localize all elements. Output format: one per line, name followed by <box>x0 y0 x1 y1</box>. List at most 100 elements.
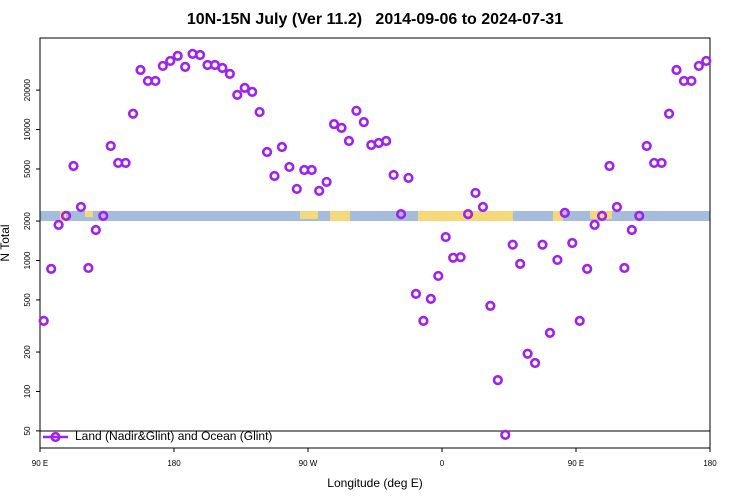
y-tick-label: 10000 <box>23 118 32 141</box>
data-point <box>388 169 399 181</box>
data-point <box>552 254 563 266</box>
data-point <box>60 210 72 222</box>
data-point <box>544 327 556 338</box>
data-point <box>336 122 347 133</box>
data-point <box>433 270 444 282</box>
data-point <box>232 89 243 100</box>
data-point <box>425 293 436 305</box>
data-point <box>38 315 49 326</box>
data-point <box>254 106 265 118</box>
data-point <box>194 49 206 61</box>
data-point <box>582 263 593 274</box>
data-point <box>68 160 79 172</box>
data-point <box>157 60 168 72</box>
data-point <box>306 164 317 176</box>
data-point <box>567 237 578 249</box>
y-tick-label: 200 <box>23 345 32 359</box>
data-point <box>358 116 369 128</box>
data-point <box>656 157 667 169</box>
data-point <box>135 64 146 76</box>
data-point <box>537 239 548 250</box>
y-tick-label: 1000 <box>23 251 32 269</box>
x-tick-label: 180 <box>703 459 717 468</box>
data-point <box>90 224 101 236</box>
data-point <box>351 105 362 116</box>
data-point <box>172 50 183 61</box>
y-tick-label: 500 <box>23 293 32 307</box>
data-point <box>522 348 533 359</box>
x-tick-label: 90 E <box>32 459 48 468</box>
data-point <box>529 357 541 369</box>
y-axis-label: N Total <box>0 224 12 261</box>
data-point <box>611 201 623 213</box>
data-point <box>217 62 228 74</box>
data-point <box>596 210 608 222</box>
data-point <box>455 252 466 263</box>
data-point <box>462 209 474 220</box>
data-point <box>403 172 414 184</box>
data-point <box>395 209 407 220</box>
data-point <box>224 68 235 79</box>
data-point <box>663 108 675 119</box>
y-tick-label: 100 <box>23 384 32 398</box>
ocean-band <box>40 211 710 221</box>
data-point <box>328 119 340 130</box>
y-tick-label: 50 <box>23 426 32 435</box>
x-tick-label: 90 E <box>568 459 584 468</box>
y-tick-label: 2000 <box>23 212 32 230</box>
data-point <box>105 140 116 152</box>
data-point <box>381 135 392 147</box>
data-point <box>98 210 109 222</box>
data-point <box>150 75 161 87</box>
y-tick-label: 5000 <box>23 160 32 178</box>
data-point <box>515 258 526 269</box>
x-tick-label: 0 <box>440 459 445 468</box>
data-point <box>701 55 712 67</box>
data-point <box>641 140 652 152</box>
data-point <box>492 375 503 386</box>
legend-label: Land (Nadir&Glint) and Ocean (Glint) <box>75 429 272 443</box>
x-tick-label: 90 W <box>299 459 318 468</box>
data-point <box>574 315 585 326</box>
plot-frame <box>39 37 711 449</box>
data-point <box>686 75 697 87</box>
data-point <box>291 183 302 195</box>
data-point <box>343 135 355 147</box>
data-point <box>604 160 615 172</box>
x-axis-label: Longitude (deg E) <box>327 476 422 490</box>
data-point <box>500 429 511 440</box>
data-point <box>418 315 429 326</box>
data-point <box>410 288 422 299</box>
data-point <box>626 224 637 236</box>
data-point <box>507 239 518 250</box>
data-point <box>559 207 570 218</box>
data-point <box>180 61 191 72</box>
data-point <box>239 82 250 93</box>
data-point <box>53 219 64 230</box>
data-point <box>634 210 645 222</box>
data-point <box>440 231 451 243</box>
data-point <box>261 146 273 158</box>
data-point <box>46 263 57 274</box>
data-point <box>269 170 280 182</box>
legend-marker <box>50 431 61 443</box>
data-point <box>671 64 682 76</box>
data-point <box>314 185 325 196</box>
data-point <box>120 157 131 169</box>
data-point <box>485 300 496 312</box>
data-point <box>619 262 630 274</box>
data-point <box>284 161 295 173</box>
data-point <box>247 86 258 97</box>
data-point <box>276 141 288 153</box>
data-point <box>75 201 87 213</box>
data-point <box>83 262 94 274</box>
data-point <box>165 55 176 67</box>
data-point <box>589 219 600 230</box>
data-point <box>127 108 139 119</box>
x-tick-label: 180 <box>167 459 181 468</box>
data-point <box>321 176 332 188</box>
data-point <box>477 201 489 213</box>
data-point <box>693 60 704 72</box>
data-point <box>470 187 481 199</box>
